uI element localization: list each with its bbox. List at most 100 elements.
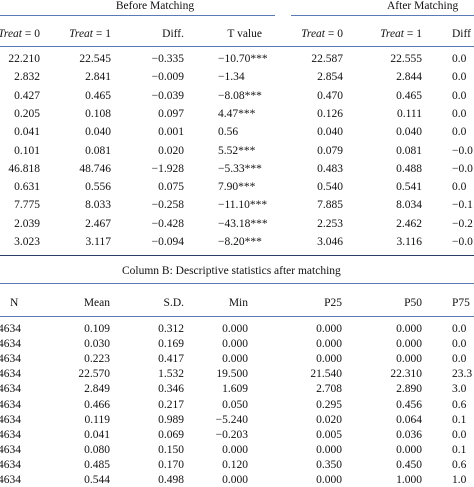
panel-b-cell-p75: 3.0: [452, 383, 467, 396]
panel-b-cell-p75: 0.6: [452, 398, 467, 411]
after-matching-rule: [291, 15, 474, 16]
panel-a-cell-a1: 0.081: [396, 144, 422, 157]
panel-a-cell-bd: −1.928: [151, 162, 184, 175]
header-p50: P50: [404, 297, 422, 309]
panel-a-cell-b1: 0.081: [85, 144, 111, 157]
panel-a-cell-b1: 0.040: [85, 126, 111, 139]
panel-b-cell-p25: 21.540: [310, 368, 342, 381]
panel-b-cell-n: 4634: [0, 443, 21, 456]
header-before-treat1: Treat = 1: [69, 28, 111, 40]
panel-a-cell-ad: −0.0: [452, 144, 473, 157]
panel-a-cell-a0: 0.470: [317, 89, 343, 102]
panel-b-cell-n: 4634: [0, 338, 21, 351]
header-n: N: [10, 297, 19, 309]
panel-b-cell-p50: 0.000: [396, 338, 422, 351]
header-p25: P25: [324, 297, 342, 309]
panel-b-cell-min: 0.000: [222, 338, 248, 351]
panel-b-cell-mean: 0.466: [84, 398, 110, 411]
panel-b-cell-n: 4634: [0, 428, 21, 441]
panel-b-cell-mean: 0.485: [84, 458, 110, 471]
panel-b-cell-min: 0.050: [222, 398, 248, 411]
panel-a-cell-b0: 0.427: [14, 89, 40, 102]
panel-a-cell-a0: 3.046: [317, 236, 343, 248]
panel-b-cell-p25: 0.295: [316, 398, 342, 411]
panel-a-cell-bt: −1.34: [218, 71, 245, 84]
header-min: Min: [228, 297, 248, 309]
header-before-tvalue: T value: [227, 28, 262, 40]
panel-b-header-rule: [0, 316, 474, 317]
panel-a-cell-ad: 0.0: [452, 126, 467, 139]
panel-b-cell-sd: 0.417: [158, 353, 184, 366]
panel-a-cell-ad: 0.0: [452, 71, 467, 84]
panel-a-cell-bt: −5.33***: [218, 162, 262, 175]
panel-b-cell-mean: 0.030: [84, 338, 110, 351]
panel-b-cell-mean: 0.544: [84, 474, 110, 486]
panel-a-cell-b1: 48.746: [79, 162, 111, 175]
after-matching-header: After Matching: [387, 0, 459, 12]
panel-a-cell-b0: 7.775: [14, 199, 40, 212]
panel-b-cell-p50: 2.890: [396, 383, 422, 396]
panel-b-cell-min: −5.240: [215, 413, 248, 426]
panel-b-cell-p75: 0.0: [452, 428, 467, 441]
panel-b-cell-sd: 0.150: [158, 443, 184, 456]
panel-a-cell-a1: 0.541: [396, 181, 422, 194]
panel-a-cell-b1: 2.841: [85, 71, 111, 84]
panel-b-cell-mean: 0.041: [84, 428, 110, 441]
panel-b-cell-sd: 0.346: [158, 383, 184, 396]
panel-b-cell-mean: 0.109: [84, 323, 110, 335]
panel-a-cell-a1: 3.116: [396, 236, 422, 248]
panel-b-cell-p50: 1.000: [396, 474, 422, 486]
panel-a-cell-bt: 7.90***: [218, 181, 256, 194]
panel-b-cell-p50: 0.000: [396, 443, 422, 456]
panel-b-cell-p25: 0.000: [316, 443, 342, 456]
panel-a-cell-b0: 22.210: [8, 53, 40, 65]
panel-b-cell-n: 4634: [0, 383, 21, 396]
before-matching-rule: [0, 15, 275, 16]
panel-a-cell-a0: 0.483: [317, 162, 343, 175]
panel-a-cell-bd: −0.039: [151, 89, 184, 102]
panel-a-cell-a0: 0.079: [317, 144, 343, 157]
panel-b-cell-mean: 0.080: [84, 443, 110, 456]
header-before-treat0: Treat = 0: [0, 28, 40, 40]
panel-b-cell-n: 4634: [0, 458, 21, 471]
panel-a-cell-bt: 0.56: [218, 126, 239, 139]
panel-a-cell-b0: 0.041: [14, 126, 40, 139]
panel-b-cell-n: 4634: [0, 474, 21, 486]
panel-b-cell-p75: 0.0: [452, 323, 467, 335]
panel-a-cell-bd: −0.335: [151, 53, 184, 65]
panel-a-cell-bt: −43.18***: [218, 217, 268, 230]
panel-b-cell-p75: 0.0: [452, 338, 467, 351]
panel-b-cell-mean: 22.570: [78, 368, 110, 381]
panel-b-cell-n: 4634: [0, 353, 21, 366]
panel-b-cell-min: −0.203: [215, 428, 248, 441]
panel-a-cell-b1: 3.117: [85, 236, 111, 248]
panel-b-cell-p75: 23.3: [452, 368, 473, 381]
header-mean: Mean: [83, 297, 110, 309]
header-after-treat1: Treat = 1: [380, 28, 422, 40]
panel-b-cell-sd: 0.498: [158, 474, 184, 486]
panel-b-cell-p50: 0.036: [396, 428, 422, 441]
panel-b-cell-p25: 0.000: [316, 474, 342, 486]
panel-a-cell-bd: 0.075: [158, 181, 184, 194]
panel-b-cell-sd: 0.169: [158, 338, 184, 351]
panel-a-cell-b1: 0.465: [85, 89, 111, 102]
panel-a-header-rule: [0, 46, 474, 47]
panel-a-cell-ad: 0.0: [452, 53, 467, 65]
panel-a-cell-b1: 0.556: [85, 181, 111, 194]
panel-a-cell-bt: 5.52***: [218, 144, 256, 157]
panel-b-cell-min: 1.609: [222, 383, 248, 396]
header-p75: P75: [452, 297, 470, 309]
panel-b-cell-p75: 0.1: [452, 443, 467, 456]
panel-b-cell-p50: 0.000: [396, 353, 422, 366]
panel-a-cell-bd: −0.009: [151, 71, 184, 84]
panel-b-cell-p25: 0.000: [316, 338, 342, 351]
panel-a-cell-bd: 0.020: [158, 144, 184, 157]
panel-b-cell-p25: 0.000: [316, 353, 342, 366]
panel-a-cell-ad: 0.0: [452, 107, 467, 120]
panel-b-cell-p75: 1.0: [452, 474, 467, 486]
panel-b-cell-min: 0.000: [222, 323, 248, 335]
panel-a-cell-b1: 8.033: [85, 199, 111, 212]
panel-a-cell-b1: 2.467: [85, 217, 111, 230]
panel-a-cell-ad: −0.0: [452, 236, 473, 248]
panel-b-cell-min: 0.000: [222, 353, 248, 366]
